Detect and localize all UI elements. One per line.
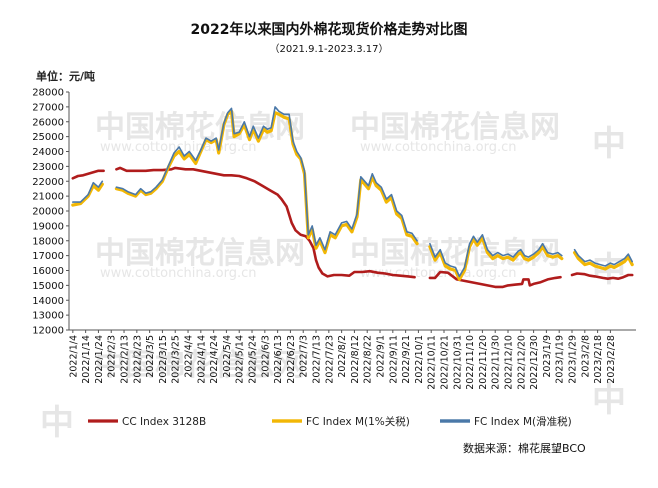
x-tick-label: 2022/11/20 <box>478 335 489 390</box>
x-tick-label: 2022/6/23 <box>286 335 297 384</box>
y-tick-label: 27000 <box>32 102 64 113</box>
x-tick-label: 2022/12/20 <box>516 335 527 390</box>
y-tick-label: 21000 <box>32 192 64 203</box>
y-tick-label: 25000 <box>32 132 64 143</box>
series-line <box>71 166 634 289</box>
x-tick-label: 2022/8/22 <box>363 335 374 384</box>
watermark-logo: 中 <box>592 124 626 164</box>
watermark-brand: 中国棉花信息网 <box>350 110 560 145</box>
y-tick-label: 14000 <box>32 296 64 307</box>
y-tick-label: 16000 <box>32 266 64 277</box>
x-tick-label: 2022/9/21 <box>401 335 412 384</box>
source-note: 数据来源：棉花展望BCO <box>463 441 586 455</box>
watermark-brand: 中国棉花信息网 <box>95 236 305 271</box>
chart-subtitle: （2021.9.1-2023.3.17） <box>269 43 388 55</box>
x-tick-label: 2023/1/9 <box>542 335 553 378</box>
x-tick-label: 2022/11/10 <box>465 335 476 390</box>
y-tick-label: 15000 <box>32 281 64 292</box>
series-line <box>71 109 634 281</box>
x-tick-label: 2022/6/13 <box>273 335 284 384</box>
series-layer <box>71 106 634 289</box>
x-tick-label: 2022/5/4 <box>222 335 233 378</box>
y-tick-label: 23000 <box>32 162 64 173</box>
x-tick-label: 2022/3/5 <box>145 335 156 378</box>
watermark-brand: 中国棉花信息网 <box>350 236 560 271</box>
watermark-brand: 中国棉花信息网 <box>95 348 305 383</box>
x-tick-label: 2022/10/31 <box>452 335 463 390</box>
x-tick-label: 2022/4/4 <box>184 335 195 378</box>
x-tick-label: 2022/9/11 <box>388 335 399 384</box>
x-tick-label: 2022/8/12 <box>350 335 361 384</box>
unit-label: 单位：元/吨 <box>36 69 95 83</box>
x-tick-label: 2022/3/15 <box>158 335 169 384</box>
x-tick-label: 2022/1/24 <box>94 335 105 384</box>
x-tick-label: 2023/2/8 <box>580 335 591 378</box>
y-tick-label: 20000 <box>32 207 64 218</box>
y-tick-label: 24000 <box>32 147 64 158</box>
x-tick-label: 2022/10/1 <box>414 335 425 384</box>
x-tick-label: 2023/1/29 <box>568 335 579 384</box>
x-tick-label: 2022/12/30 <box>529 335 540 390</box>
x-tick-label: 2022/6/3 <box>260 335 271 378</box>
x-tick-label: 2023/1/19 <box>555 335 566 384</box>
y-tick-label: 26000 <box>32 117 64 128</box>
x-tick-label: 2022/11/30 <box>491 335 502 390</box>
x-tick-label: 2022/2/3 <box>107 335 118 378</box>
x-tick-label: 2022/3/25 <box>171 335 182 384</box>
y-tick-label: 17000 <box>32 251 64 262</box>
watermark-url: www.cottonchina.org.cn <box>100 266 257 281</box>
y-tick-label: 22000 <box>32 177 64 188</box>
legend: CC Index 3128B FC Index M(1%关税) FC Index M… <box>88 415 572 428</box>
x-tick-label: 2022/2/13 <box>120 335 131 384</box>
x-tick-label: 2022/9/1 <box>376 335 387 378</box>
x-tick-label: 2022/8/2 <box>337 335 348 378</box>
x-tick-label: 2022/2/23 <box>132 335 143 384</box>
x-tick-label: 2022/7/3 <box>299 335 310 378</box>
x-tick-label: 2022/7/13 <box>312 335 323 384</box>
x-tick-label: 2022/4/14 <box>196 335 207 384</box>
chart-title: 2022年以来国内外棉花现货价格走势对比图 <box>191 21 468 38</box>
y-tick-label: 28000 <box>32 88 64 99</box>
y-tick-label: 18000 <box>32 236 64 247</box>
y-tick-label: 12000 <box>32 326 64 337</box>
x-tick-label: 2022/7/23 <box>324 335 335 384</box>
series-line <box>72 106 633 278</box>
watermark-logo: 中 <box>592 380 626 420</box>
axes: 12000 13000 14000 15000 16000 17000 18000 19000… <box>32 88 636 390</box>
x-tick-label: 2022/10/11 <box>427 335 438 390</box>
x-tick-label: 2022/4/24 <box>209 335 220 384</box>
watermark-logo: 中 <box>592 250 626 290</box>
x-tick-label: 2022/10/21 <box>440 335 451 390</box>
x-tick-label: 2022/1/4 <box>68 335 79 378</box>
legend-label: CC Index 3128B <box>122 416 206 428</box>
x-tick-label: 2022/5/14 <box>235 335 246 384</box>
y-tick-label: 19000 <box>32 221 64 232</box>
x-tick-label: 2022/1/14 <box>81 335 92 384</box>
x-tick-label: 2023/2/18 <box>593 335 604 384</box>
x-tick-label: 2022/12/10 <box>504 335 515 390</box>
legend-label: FC Index M(滑准税) <box>474 415 572 428</box>
legend-label: FC Index M(1%关税) <box>306 415 410 428</box>
watermark-url: www.cottonchina.org.cn <box>360 140 517 155</box>
y-tick-label: 13000 <box>32 311 64 322</box>
x-tick-label: 2023/2/28 <box>606 335 617 384</box>
x-tick-label: 2022/5/24 <box>248 335 259 384</box>
watermark-logo: 中 <box>40 403 74 443</box>
